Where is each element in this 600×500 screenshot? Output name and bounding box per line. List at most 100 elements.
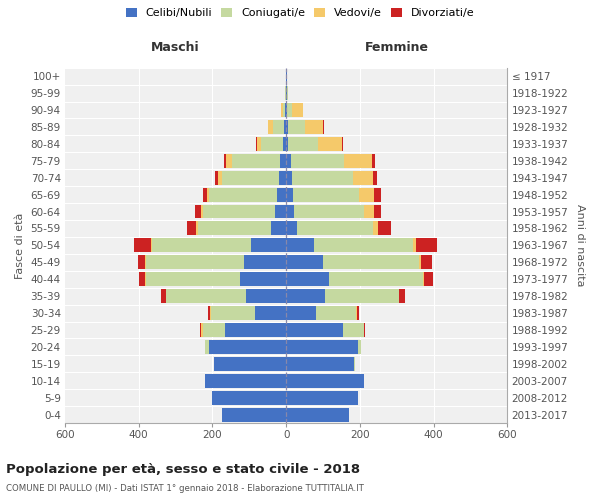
Bar — [208, 306, 210, 320]
Bar — [379, 222, 391, 235]
Text: Maschi: Maschi — [151, 41, 200, 54]
Bar — [329, 272, 422, 286]
Bar — [356, 306, 357, 320]
Bar — [212, 390, 286, 404]
Bar — [400, 289, 405, 303]
Bar — [152, 238, 251, 252]
Bar — [203, 204, 275, 218]
Bar — [286, 323, 343, 337]
Bar — [286, 289, 325, 303]
Bar — [286, 204, 295, 218]
Bar — [281, 103, 283, 117]
Bar — [145, 272, 146, 286]
Bar — [187, 222, 196, 235]
Bar — [288, 137, 317, 151]
Bar — [374, 188, 380, 202]
Bar — [215, 170, 218, 184]
Bar — [413, 238, 416, 252]
Bar — [286, 154, 290, 168]
Bar — [293, 188, 359, 202]
Bar — [271, 222, 286, 235]
Bar — [146, 256, 244, 269]
Bar — [287, 103, 292, 117]
Bar — [297, 222, 373, 235]
Bar — [207, 188, 209, 202]
Bar — [292, 170, 353, 184]
Bar — [358, 340, 361, 354]
Bar — [286, 272, 329, 286]
Bar — [261, 137, 283, 151]
Bar — [295, 204, 364, 218]
Text: Popolazione per età, sesso e stato civile - 2018: Popolazione per età, sesso e stato civil… — [6, 462, 360, 475]
Text: Femmine: Femmine — [365, 41, 429, 54]
Bar — [195, 204, 202, 218]
Bar — [280, 154, 286, 168]
Bar — [343, 323, 364, 337]
Bar — [161, 289, 166, 303]
Bar — [357, 306, 359, 320]
Bar — [286, 238, 314, 252]
Bar — [273, 120, 284, 134]
Bar — [255, 306, 286, 320]
Bar — [134, 238, 151, 252]
Bar — [145, 256, 146, 269]
Text: COMUNE DI PAULLO (MI) - Dati ISTAT 1° gennaio 2018 - Elaborazione TUTTITALIA.IT: COMUNE DI PAULLO (MI) - Dati ISTAT 1° ge… — [6, 484, 364, 493]
Bar — [286, 390, 358, 404]
Bar — [422, 272, 424, 286]
Legend: Celibi/Nubili, Coniugati/e, Vedovi/e, Divorziati/e: Celibi/Nubili, Coniugati/e, Vedovi/e, Di… — [124, 6, 476, 20]
Bar — [245, 289, 286, 303]
Bar — [286, 256, 323, 269]
Bar — [286, 170, 292, 184]
Bar — [421, 256, 432, 269]
Bar — [372, 154, 376, 168]
Bar — [286, 120, 288, 134]
Bar — [221, 408, 286, 422]
Bar — [209, 188, 277, 202]
Bar — [364, 323, 365, 337]
Bar — [257, 137, 261, 151]
Bar — [323, 120, 324, 134]
Bar — [286, 306, 316, 320]
Bar — [279, 170, 286, 184]
Bar — [286, 103, 287, 117]
Bar — [205, 374, 286, 388]
Bar — [203, 323, 226, 337]
Bar — [196, 222, 198, 235]
Bar — [398, 289, 400, 303]
Y-axis label: Fasce di età: Fasce di età — [15, 212, 25, 278]
Bar — [290, 154, 344, 168]
Bar — [256, 137, 257, 151]
Bar — [286, 340, 358, 354]
Bar — [288, 120, 305, 134]
Bar — [286, 222, 297, 235]
Bar — [286, 357, 355, 371]
Bar — [146, 272, 240, 286]
Bar — [416, 238, 437, 252]
Bar — [325, 289, 398, 303]
Bar — [286, 137, 288, 151]
Bar — [251, 238, 286, 252]
Bar — [211, 306, 255, 320]
Bar — [341, 137, 343, 151]
Bar — [374, 204, 381, 218]
Bar — [317, 137, 341, 151]
Bar — [364, 204, 374, 218]
Bar — [218, 170, 221, 184]
Y-axis label: Anni di nascita: Anni di nascita — [575, 204, 585, 286]
Bar — [292, 103, 303, 117]
Bar — [200, 323, 202, 337]
Bar — [353, 170, 373, 184]
Bar — [139, 272, 145, 286]
Bar — [277, 188, 286, 202]
Bar — [287, 86, 289, 100]
Bar — [285, 86, 286, 100]
Bar — [284, 120, 286, 134]
Bar — [283, 103, 286, 117]
Bar — [138, 256, 145, 269]
Bar — [268, 120, 273, 134]
Bar — [286, 86, 287, 100]
Bar — [226, 154, 232, 168]
Bar — [205, 340, 209, 354]
Bar — [286, 374, 364, 388]
Bar — [244, 256, 286, 269]
